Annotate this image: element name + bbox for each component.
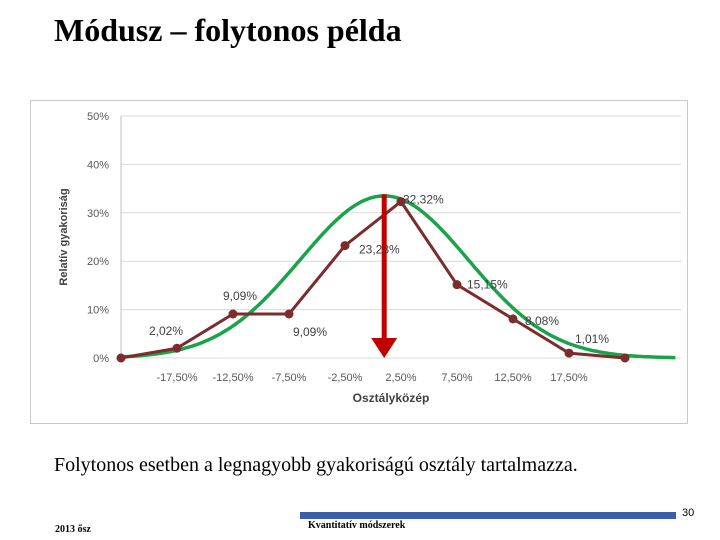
data-label: 15,15% [467, 278, 508, 292]
x-tick-labels: -17,50% -12,50% -7,50% -2,50% 2,50% 7,50% 12,5… [157, 372, 588, 384]
data-point [172, 343, 182, 353]
x-tick-label: 17,50% [550, 372, 588, 384]
slide-title: Módusz – folytonos példa [54, 12, 402, 48]
x-tick-label: -17,50% [157, 372, 198, 384]
data-point [508, 314, 518, 324]
x-tick-label: 7,50% [441, 372, 472, 384]
data-label-layer: 2,02% 9,09% 9,09% 23,23% 32,32% 15,15% 8,08% 1,… [149, 193, 609, 347]
data-label: 1,01% [575, 332, 609, 346]
mode-arrow-head [371, 338, 398, 358]
y-axis-label: Relatív gyakoriság [58, 188, 70, 285]
x-tick-label: -2,50% [328, 372, 363, 384]
x-tick-label: 12,50% [494, 372, 532, 384]
data-point [564, 348, 574, 358]
y-tick-label: 40% [87, 159, 109, 171]
data-point [396, 197, 406, 207]
y-tick-label: 10% [87, 305, 109, 317]
y-tick-label: 20% [87, 256, 109, 268]
x-tick-label: 2,50% [385, 372, 416, 384]
data-label: 9,09% [223, 289, 257, 303]
x-axis-label: Osztályközép [353, 391, 430, 405]
y-tick-label: 30% [87, 208, 109, 220]
data-point [284, 309, 294, 319]
data-point [228, 309, 238, 319]
data-label: 9,09% [293, 325, 327, 339]
slide-caption: Folytonos esetben a legnagyobb gyakorisá… [54, 454, 578, 476]
line-chart: 0% 10% 20% 30% 40% 50% -17,50% -12,50% -7,50% -2… [58, 111, 681, 405]
data-point [116, 353, 126, 363]
data-label: 23,23% [359, 243, 400, 257]
series-line [120, 199, 626, 360]
x-tick-label: -12,50% [213, 372, 254, 384]
grid-lines [120, 115, 681, 359]
data-label: 32,32% [403, 193, 444, 207]
footer-semester: 2013 ősz [55, 524, 91, 535]
data-point [620, 353, 630, 363]
mode-arrow-layer [371, 194, 398, 358]
series-layer [116, 197, 630, 363]
data-point [340, 241, 350, 251]
chart-frame: 0% 10% 20% 30% 40% 50% -17,50% -12,50% -7,50% -2… [30, 100, 688, 424]
footer-accent-bar [300, 512, 676, 519]
y-tick-label: 50% [87, 111, 109, 123]
x-tick-label: -7,50% [272, 372, 307, 384]
data-point [452, 280, 462, 290]
data-label: 2,02% [149, 324, 183, 338]
y-tick-labels: 0% 10% 20% 30% 40% 50% [87, 111, 109, 365]
data-label: 8,08% [525, 314, 559, 328]
page-number: 30 [682, 507, 695, 519]
y-tick-label: 0% [93, 353, 109, 365]
footer-course: Kvantitatív módszerek [308, 520, 406, 531]
